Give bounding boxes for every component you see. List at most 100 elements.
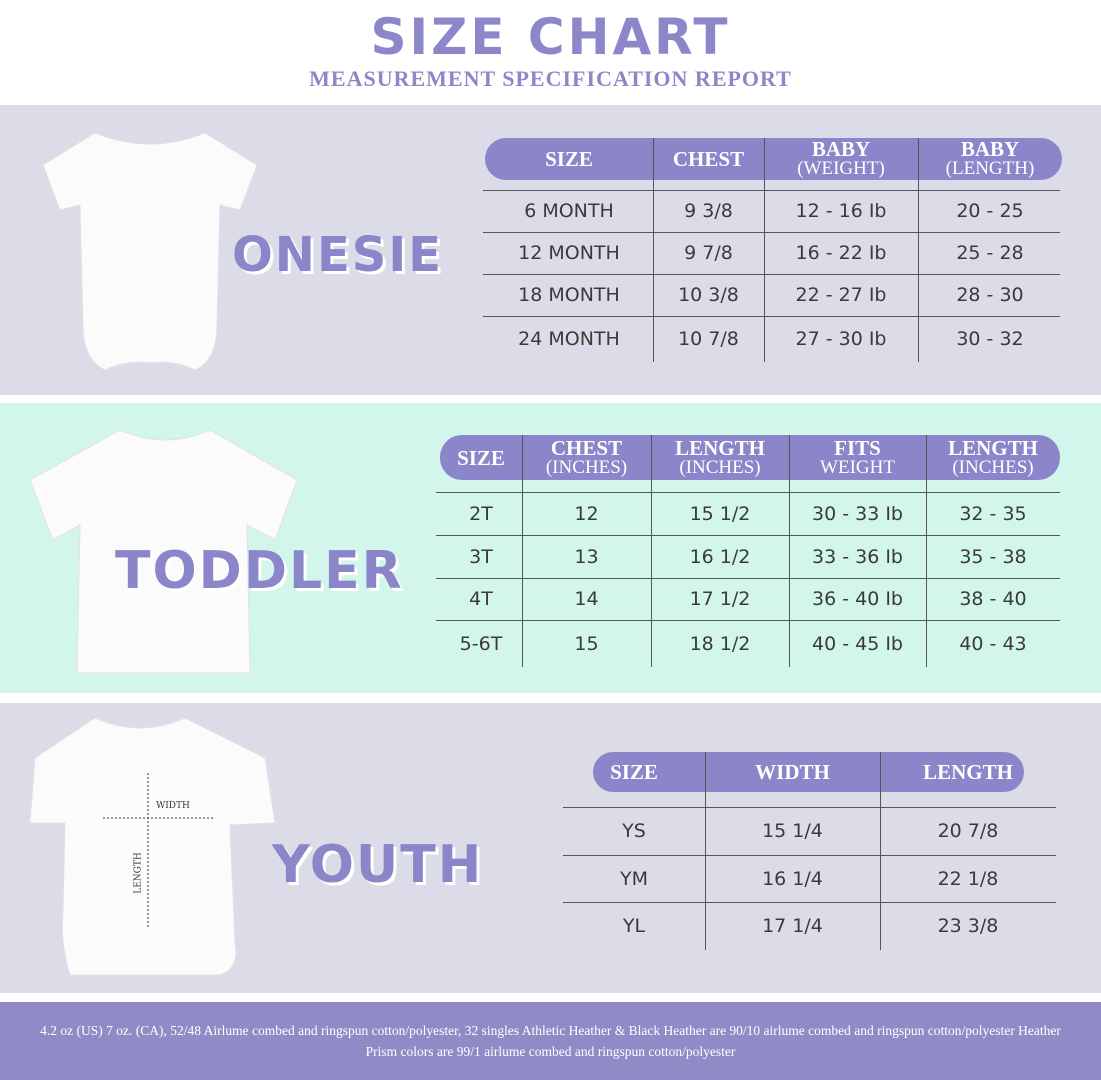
column-header: LENGTH (INCHES): [651, 435, 789, 480]
column-divider: [789, 435, 790, 667]
table-cell: 30 - 32: [956, 328, 1024, 350]
column-header: CHEST (INCHES): [522, 435, 651, 480]
table-header: [593, 752, 1024, 792]
table-cell: 3T: [469, 545, 493, 568]
toddler-section: TODDLER SIZE CHEST (INCHES) LENGTH (INCHES) F…: [0, 403, 1101, 693]
table-cell: 12 MONTH: [518, 242, 620, 264]
table-cell: 4T: [469, 588, 493, 610]
fabric-info-footer: 4.2 oz (US) 7 oz. (CA), 52/48 Airlume co…: [0, 1002, 1101, 1080]
table-cell: 33 - 36 Ib: [812, 545, 903, 568]
onesie-label: ONESIE: [232, 227, 443, 283]
column-divider: [764, 138, 765, 362]
column-divider: [705, 752, 706, 950]
table-cell: 16 - 22 Ib: [795, 242, 887, 264]
row-divider: [563, 855, 1056, 856]
table-cell: 22 1/8: [937, 867, 999, 890]
column-divider: [926, 435, 927, 667]
table-header: [440, 435, 1060, 480]
table-cell: 12: [574, 502, 599, 525]
table-cell: 16 1/2: [689, 545, 751, 568]
column-header-sub: (INCHES): [679, 456, 761, 478]
table-cell: 13: [574, 545, 599, 568]
onesie-image: [42, 132, 258, 371]
column-divider: [880, 752, 881, 950]
column-header: BABY (WEIGHT): [764, 138, 918, 180]
table-cell: 9 7/8: [684, 242, 733, 264]
toddler-tshirt-image: [29, 429, 298, 674]
column-header-sub: (INCHES): [545, 456, 628, 478]
row-divider: [483, 190, 1060, 191]
row-divider: [563, 807, 1056, 808]
column-divider: [651, 435, 652, 667]
onesie-section: ONESIE SIZE CHEST BABY (WEIGHT) BABY (LENGTH)…: [0, 105, 1101, 395]
table-cell: 40 - 43: [959, 632, 1027, 655]
column-header: SIZE: [563, 752, 705, 792]
table-cell: 15 1/4: [762, 820, 823, 842]
table-cell: 5-6T: [459, 632, 503, 655]
table-cell: 18 1/2: [689, 632, 751, 655]
table-cell: 20 7/8: [937, 820, 999, 842]
table-cell: 10 3/8: [678, 284, 739, 306]
column-header-main: BABY: [960, 137, 1020, 161]
table-cell: YS: [622, 820, 646, 842]
row-divider: [436, 578, 1060, 579]
table-cell: 12 - 16 Ib: [795, 200, 887, 222]
column-header-sub: WEIGHT: [820, 456, 895, 478]
table-cell: 23 3/8: [937, 915, 999, 937]
table-cell: 15 1/2: [689, 502, 751, 525]
youth-tshirt-diagram: [29, 717, 276, 976]
column-header-sub: (WEIGHT): [797, 158, 885, 179]
row-divider: [436, 535, 1060, 536]
column-header-main: SIZE: [457, 445, 505, 470]
column-divider: [653, 138, 654, 362]
table-cell: 15: [574, 632, 599, 655]
column-header-main: LENGTH: [948, 435, 1038, 460]
table-cell: 17 1/2: [689, 588, 751, 610]
column-header: LENGTH (INCHES): [926, 435, 1060, 480]
column-header-main: FITS: [834, 435, 881, 460]
column-header: BABY (LENGTH): [918, 138, 1062, 180]
table-cell: 10 7/8: [678, 328, 739, 350]
column-header-main: WIDTH: [755, 760, 830, 784]
column-header: CHEST: [653, 138, 764, 180]
table-cell: 22 - 27 Ib: [795, 284, 887, 306]
table-cell: 17 1/4: [762, 915, 823, 937]
toddler-label: TODDLER: [115, 541, 404, 601]
column-header-main: CHEST: [672, 147, 745, 171]
column-header: SIZE: [440, 435, 522, 480]
youth-section: WIDTH LENGTH YOUTH SIZE WIDTH LENGTH YS 15 1…: [0, 703, 1101, 993]
table-cell: 32 - 35: [959, 502, 1027, 525]
column-header: LENGTH: [880, 752, 1056, 792]
table-cell: 24 MONTH: [518, 328, 620, 350]
table-cell: 35 - 38: [959, 545, 1027, 568]
row-divider: [563, 902, 1056, 903]
table-cell: 28 - 30: [956, 284, 1024, 306]
column-header-main: LENGTH: [923, 760, 1013, 784]
table-cell: 18 MONTH: [518, 284, 620, 306]
row-divider: [483, 274, 1060, 275]
column-header: SIZE: [485, 138, 653, 180]
table-cell: 25 - 28: [956, 242, 1024, 264]
table-header: [485, 138, 1062, 180]
table-cell: 30 - 33 Ib: [812, 502, 903, 525]
table-cell: 16 1/4: [762, 867, 823, 890]
table-cell: 6 MONTH: [524, 200, 614, 222]
column-divider: [522, 435, 523, 667]
table-cell: 38 - 40: [959, 588, 1027, 610]
width-diagram-label: WIDTH: [156, 801, 190, 811]
column-header: FITS WEIGHT: [789, 435, 926, 480]
row-divider: [483, 316, 1060, 317]
row-divider: [436, 492, 1060, 493]
column-header-sub: (LENGTH): [945, 158, 1035, 179]
table-cell: YL: [622, 915, 646, 937]
table-cell: 36 - 40 Ib: [812, 588, 903, 610]
table-cell: 14: [574, 588, 599, 610]
column-header-main: LENGTH: [675, 435, 765, 460]
column-header-main: SIZE: [545, 147, 593, 171]
column-header-main: SIZE: [610, 760, 658, 784]
column-header-main: BABY: [811, 137, 871, 161]
column-header-sub: (INCHES): [952, 456, 1034, 478]
page-title: SIZE CHART: [370, 8, 731, 66]
row-divider: [483, 232, 1060, 233]
row-divider: [436, 620, 1060, 621]
